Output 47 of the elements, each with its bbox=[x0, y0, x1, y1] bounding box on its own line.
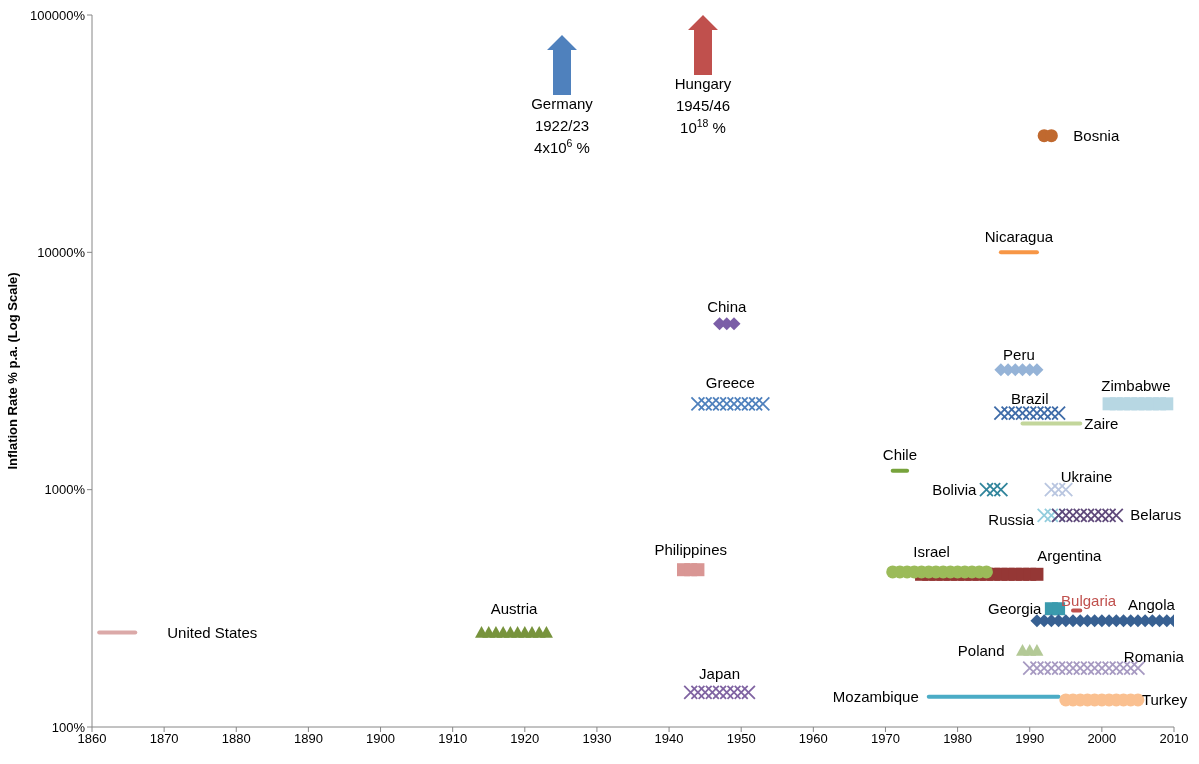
y-tick-label: 100000% bbox=[30, 7, 86, 23]
series-label: Greece bbox=[705, 373, 755, 391]
series-label: China bbox=[707, 297, 748, 315]
annotation: Germany 1922/23 4x10$^{6}$ % bbox=[531, 95, 594, 156]
series-label: Japan bbox=[699, 665, 740, 683]
annotation: Hungary 1945/46 10$^{18}$ % bbox=[674, 75, 732, 136]
x-tick-label: 1950 bbox=[726, 731, 756, 747]
x-tick-label: 1960 bbox=[798, 731, 828, 747]
series-label: Philippines bbox=[654, 540, 727, 558]
x-tick-label: 2010 bbox=[1159, 731, 1189, 747]
series-label: Brazil bbox=[1010, 390, 1049, 408]
y-axis-title: Inflation Rate % p.a. (Log Scale) bbox=[4, 272, 20, 470]
x-tick-label: 1900 bbox=[366, 731, 395, 747]
series-label: Chile bbox=[882, 445, 917, 463]
series-label: Zaire bbox=[1084, 414, 1119, 432]
series-label: Georgia bbox=[988, 599, 1043, 617]
y-tick-label: 10000% bbox=[37, 244, 86, 260]
x-tick-label: 1970 bbox=[871, 731, 900, 747]
series-label: Mozambique bbox=[832, 687, 919, 705]
x-tick-label: 1990 bbox=[1015, 731, 1045, 747]
x-tick-label: 1930 bbox=[582, 731, 612, 747]
series-label: Peru bbox=[1003, 345, 1035, 363]
x-tick-label: 1920 bbox=[510, 731, 540, 747]
series-label: Bosnia bbox=[1073, 126, 1120, 144]
x-tick-label: 1890 bbox=[293, 731, 323, 747]
x-tick-label: 1870 bbox=[149, 731, 179, 747]
y-tick-label: 1000% bbox=[44, 482, 86, 498]
series-label: Russia bbox=[988, 511, 1035, 529]
series-label: Israel bbox=[913, 542, 950, 560]
x-tick-label: 1940 bbox=[654, 731, 684, 747]
series-label: Ukraine bbox=[1060, 467, 1113, 485]
x-tick-label: 1980 bbox=[943, 731, 973, 747]
x-tick-label: 2000 bbox=[1087, 731, 1117, 747]
series-label: Angola bbox=[1128, 595, 1176, 613]
series-label: Turkey bbox=[1141, 690, 1188, 708]
series-label: Austria bbox=[490, 599, 538, 617]
series-label: Bulgaria bbox=[1061, 592, 1117, 610]
series-label: Nicaragua bbox=[984, 228, 1054, 246]
series-label: Romania bbox=[1123, 648, 1185, 666]
series-label: Argentina bbox=[1037, 547, 1102, 565]
series-label: Belarus bbox=[1130, 506, 1182, 524]
series-label: Zimbabwe bbox=[1101, 376, 1171, 394]
series-label: Bolivia bbox=[932, 480, 978, 498]
x-tick-label: 1910 bbox=[438, 731, 468, 747]
x-tick-label: 1880 bbox=[221, 731, 251, 747]
text: United States bbox=[167, 623, 258, 641]
series-label: Poland bbox=[957, 641, 1005, 659]
